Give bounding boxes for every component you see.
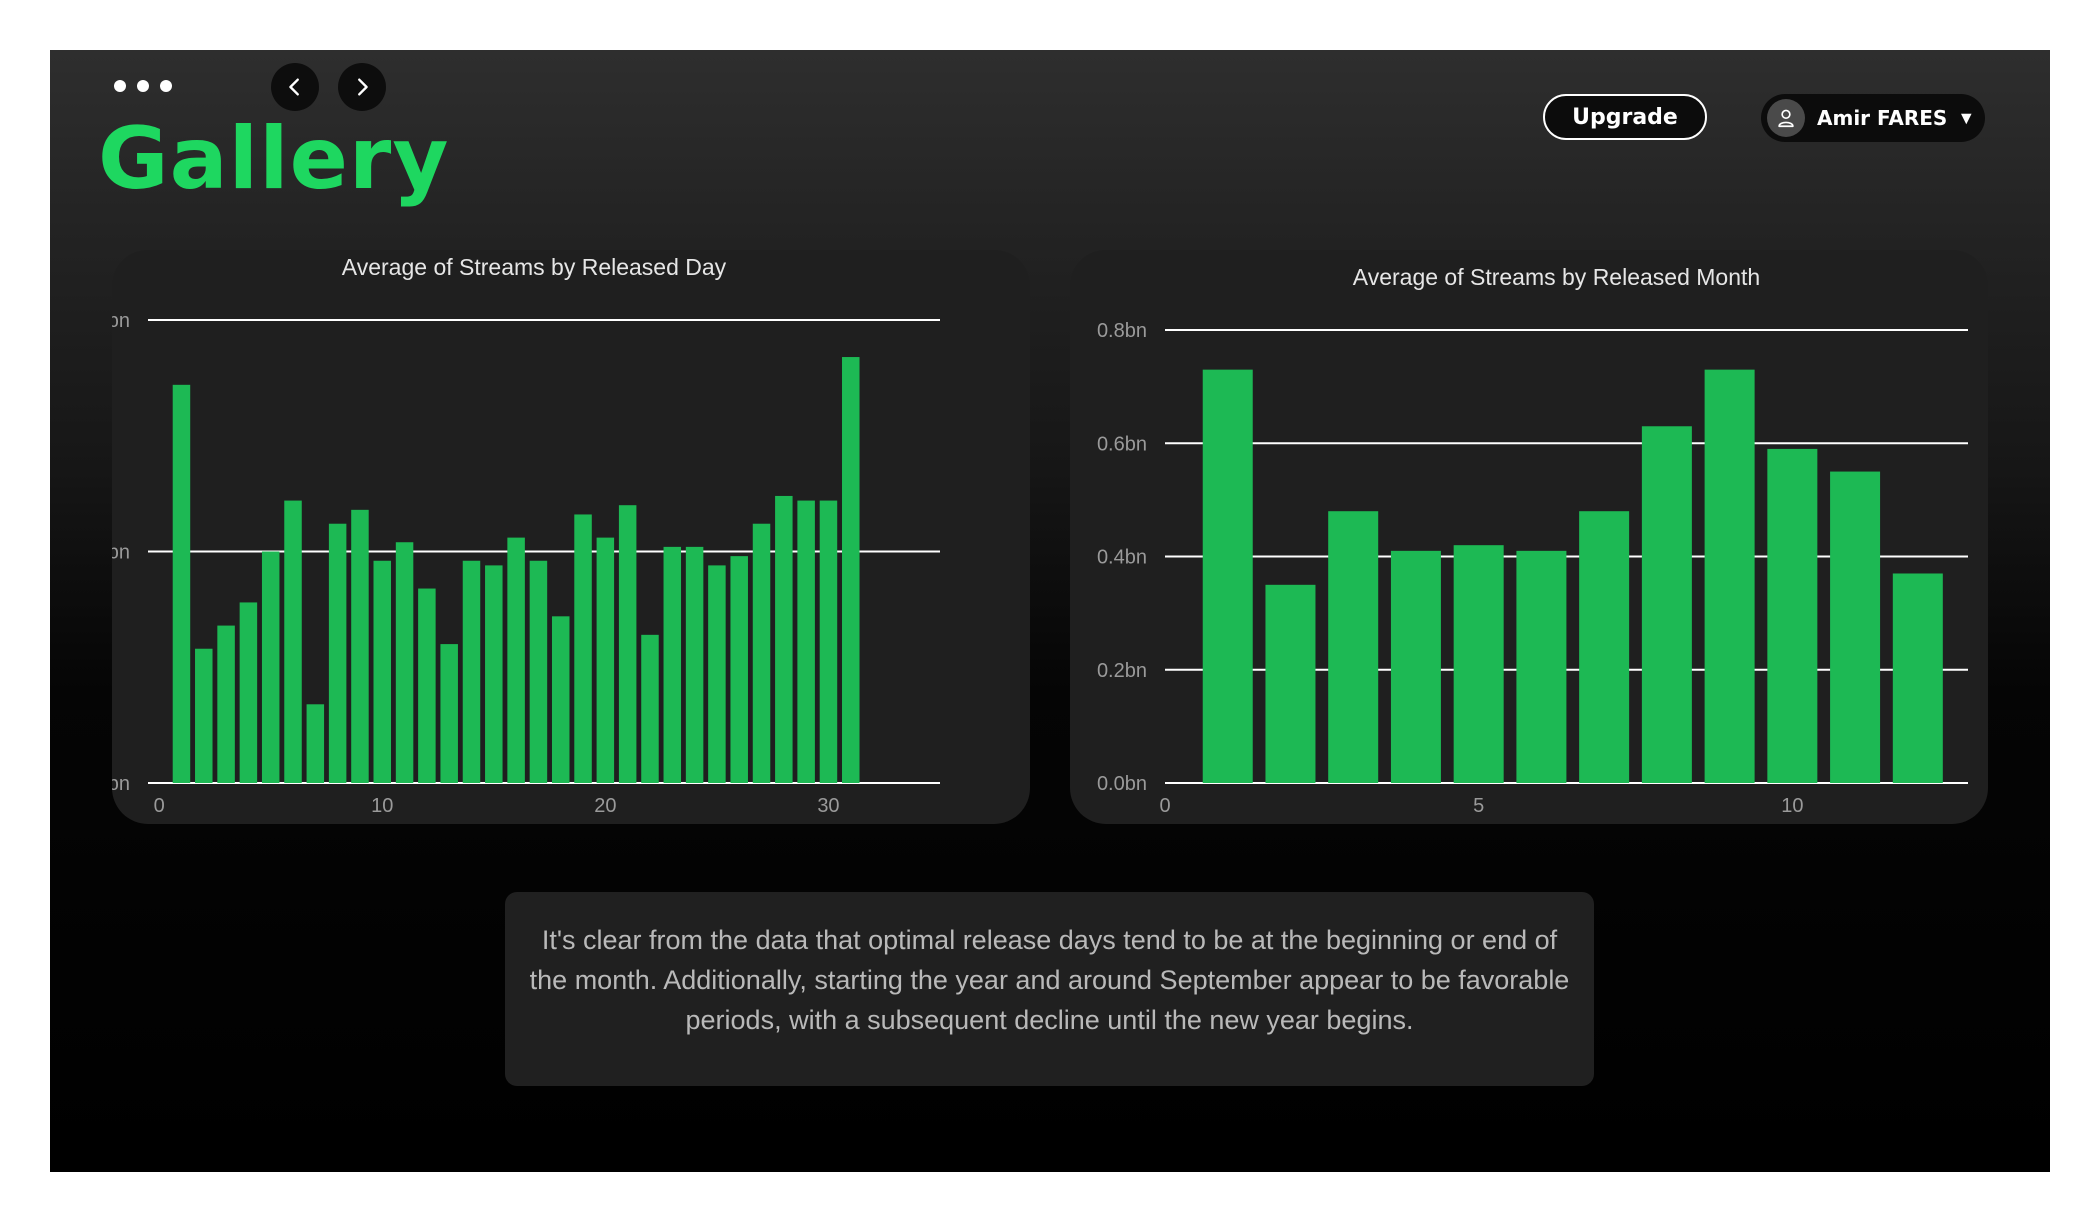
- x-tick-label: 20: [594, 795, 616, 817]
- bar: [619, 505, 637, 783]
- bar: [1705, 370, 1755, 783]
- dot: [114, 80, 126, 92]
- bar: [753, 524, 771, 783]
- bar: [329, 524, 347, 783]
- chart-card-day: Average of Streams by Released Day 0.0bn 0…: [112, 250, 1030, 824]
- y-tick-label: 0.8bn: [1097, 320, 1147, 342]
- bar: [797, 501, 815, 783]
- bar: [730, 556, 748, 783]
- back-button[interactable]: [271, 63, 319, 111]
- bar: [307, 704, 325, 783]
- bar: [240, 602, 257, 783]
- user-name: Amir FARES: [1817, 106, 1947, 130]
- chart-title: Average of Streams by Released Month: [1353, 264, 1760, 290]
- chart-card-month: Average of Streams by Released Month 0.0b…: [1070, 250, 1988, 824]
- y-tick-label: 1.0bn: [112, 310, 130, 332]
- bar: [463, 561, 481, 783]
- bar: [1203, 370, 1253, 783]
- bar: [1265, 585, 1315, 783]
- bar: [1642, 426, 1692, 783]
- bar: [418, 589, 436, 783]
- bar: [351, 510, 369, 783]
- bar: [396, 542, 414, 783]
- bar: [1893, 573, 1943, 783]
- bar: [530, 561, 548, 783]
- dot: [160, 80, 172, 92]
- bar: [775, 496, 793, 783]
- bar: [1579, 511, 1629, 783]
- bar: [284, 501, 302, 783]
- bar: [664, 547, 682, 783]
- chevron-left-icon: [284, 76, 306, 98]
- avatar: [1767, 99, 1805, 137]
- user-menu-button[interactable]: Amir FARES ▼: [1761, 94, 1985, 142]
- x-tick-label: 5: [1473, 795, 1484, 817]
- chart-streams-by-month: Average of Streams by Released Month 0.0b…: [1070, 250, 1988, 824]
- bar: [1328, 511, 1378, 783]
- bar: [507, 538, 525, 783]
- more-dots-icon[interactable]: [114, 80, 172, 92]
- bar: [1830, 472, 1880, 783]
- page-title: Gallery: [98, 116, 449, 202]
- bar: [1516, 551, 1566, 783]
- bar: [217, 626, 235, 783]
- bar: [842, 357, 860, 783]
- bar: [1391, 551, 1441, 783]
- forward-button[interactable]: [338, 63, 386, 111]
- bar: [574, 514, 592, 783]
- bar: [708, 565, 726, 783]
- bar: [485, 565, 503, 783]
- y-tick-label: 0.6bn: [1097, 433, 1147, 455]
- chart-title: Average of Streams by Released Day: [342, 254, 727, 280]
- app-window: Gallery Upgrade Amir FARES ▼ Average of …: [50, 50, 2050, 1172]
- x-tick-label: 0: [1159, 795, 1170, 817]
- bar: [597, 538, 615, 783]
- bar: [1767, 449, 1817, 783]
- x-tick-label: 10: [1781, 795, 1803, 817]
- insight-note: It's clear from the data that optimal re…: [505, 892, 1594, 1086]
- dot: [137, 80, 149, 92]
- bar: [641, 635, 659, 783]
- bar: [552, 616, 570, 783]
- bar: [820, 501, 838, 783]
- x-tick-label: 0: [154, 795, 165, 817]
- chart-streams-by-day: Average of Streams by Released Day 0.0bn 0…: [112, 250, 1030, 824]
- bar: [195, 649, 213, 783]
- bar: [262, 552, 280, 784]
- y-tick-label: 0.0bn: [112, 773, 130, 795]
- x-tick-label: 10: [371, 795, 393, 817]
- user-icon: [1775, 107, 1797, 129]
- bar: [374, 561, 392, 783]
- caret-down-icon: ▼: [1957, 108, 1975, 129]
- bar: [686, 547, 704, 783]
- bar: [1454, 545, 1504, 783]
- y-tick-label: 0.5bn: [112, 542, 130, 564]
- bar: [440, 644, 458, 783]
- y-tick-label: 0.2bn: [1097, 660, 1147, 682]
- y-tick-label: 0.4bn: [1097, 547, 1147, 569]
- bar: [173, 385, 191, 783]
- x-tick-label: 30: [817, 795, 839, 817]
- upgrade-button[interactable]: Upgrade: [1543, 94, 1707, 140]
- y-tick-label: 0.0bn: [1097, 773, 1147, 795]
- chevron-right-icon: [351, 76, 373, 98]
